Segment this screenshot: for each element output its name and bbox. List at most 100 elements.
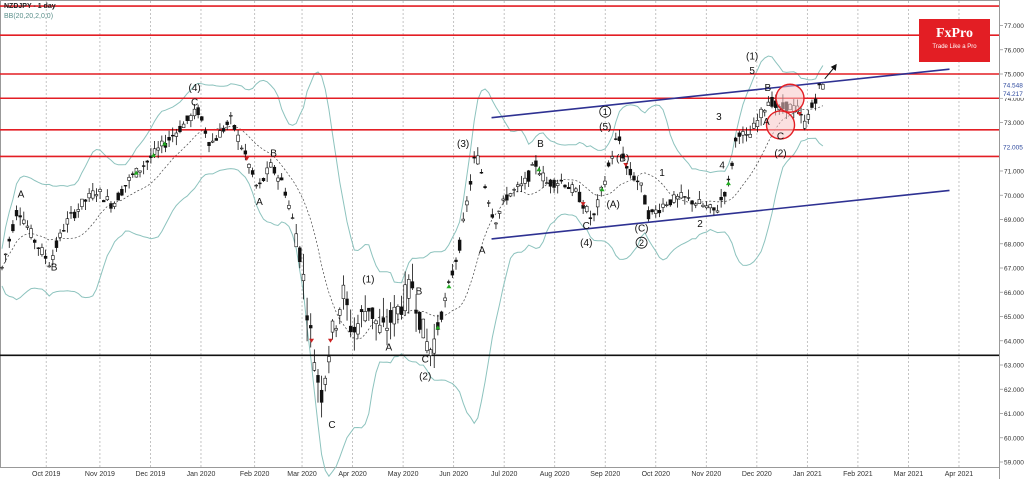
wave-label: (C) [635,224,649,235]
candle-body [614,138,618,140]
candle-body [708,204,712,209]
candle-body [748,133,752,138]
candle-body [356,323,360,335]
y-tick-label: 69.000 [1004,217,1024,224]
candle-body [174,132,179,137]
candle-body [465,200,469,206]
candle-body [359,309,364,313]
circled-wave-ring [599,105,612,118]
candle-body [298,247,302,263]
candle-body [548,179,553,187]
candle-body [367,307,371,312]
x-tick-label: Oct 2020 [642,471,671,478]
x-tick-label: Apr 2021 [945,471,974,478]
candle-body [595,199,600,208]
candle-body [261,177,266,182]
candle-body [330,320,335,333]
candle-body [414,309,418,314]
candle-body [327,356,331,363]
candle-body [719,196,723,201]
candle-body [127,176,131,181]
sell-signal-arrow [327,338,333,343]
wave-label: (1) [746,51,758,62]
candle-body [476,155,480,165]
candle-body [704,205,709,209]
candle-body [123,185,128,187]
wave-label: (2) [419,372,431,383]
candle-body [276,177,280,182]
candle-body [388,310,393,323]
x-tick-label: Nov 2019 [85,471,115,478]
candle-body [240,147,244,150]
y-tick-label: 66.000 [1004,290,1024,297]
candle-body [625,166,629,169]
candle-body [374,320,378,325]
candle-body [43,255,48,259]
candle-body [403,284,407,312]
candle-body [821,84,825,90]
wave-label: (A) [606,199,619,210]
wave-label: (5) [599,122,611,133]
sell-signal-arrow [309,338,315,343]
candle-body [243,150,248,155]
candle-body [701,204,705,207]
y-tick-label: 64.000 [1004,338,1024,345]
candle-body [3,253,8,256]
candle-body [657,210,662,214]
fxpro-logo: FxPro Trade Like a Pro [919,19,990,62]
candle-body [192,108,197,117]
candle-body [18,215,22,218]
wave-label: A [386,342,393,353]
candle-body [254,184,258,187]
candle-body [14,210,19,217]
candle-body [22,219,26,224]
sell-signal-arrow [796,112,802,117]
candle-body [58,232,62,238]
candle-body [218,130,222,138]
candle-body [258,182,262,185]
wave-label: C [777,131,784,142]
candle-body [497,211,502,214]
wave-label: (3) [457,139,469,150]
y-tick-label: 60.000 [1004,435,1024,442]
logo-tagline: Trade Like a Pro [932,44,977,50]
candle-body [635,180,640,183]
candle-body [348,325,353,333]
candle-body [545,182,549,184]
candle-body [447,281,451,283]
candle-body [457,239,462,251]
candle-body [443,297,447,301]
x-tick-label: Nov 2020 [691,471,721,478]
candle-body [29,228,33,238]
candle-body [516,184,520,187]
wave-label: A [479,245,486,256]
projection-arrow-line [824,66,836,80]
candle-body [294,233,298,248]
y-tick-label: 62.000 [1004,387,1024,394]
candle-body [363,311,367,322]
candle-body [7,238,11,242]
candle-body [683,196,687,198]
candle-body [526,170,531,182]
candle-body [407,279,411,299]
wave-label: (B) [616,153,629,164]
candle-body [668,199,673,206]
candle-body [741,131,745,136]
candle-body [189,115,193,121]
x-tick-label: Jan 2020 [187,471,216,478]
candle-body [385,327,389,331]
wave-label: C [328,420,335,431]
wave-label: C [191,98,198,109]
candle-body [250,170,255,175]
x-tick-label: Apr 2020 [338,471,367,478]
candle-body [715,210,720,213]
wave-label: (4) [580,238,592,249]
buy-signal-arrow [446,284,452,289]
candle-body [152,148,157,155]
trendline [491,189,950,240]
candle-body [556,183,560,186]
candle-body [479,172,484,174]
x-tick-label: Dec 2019 [135,471,165,478]
buy-signal-arrow [162,141,168,146]
wave-label: 2 [697,219,703,230]
